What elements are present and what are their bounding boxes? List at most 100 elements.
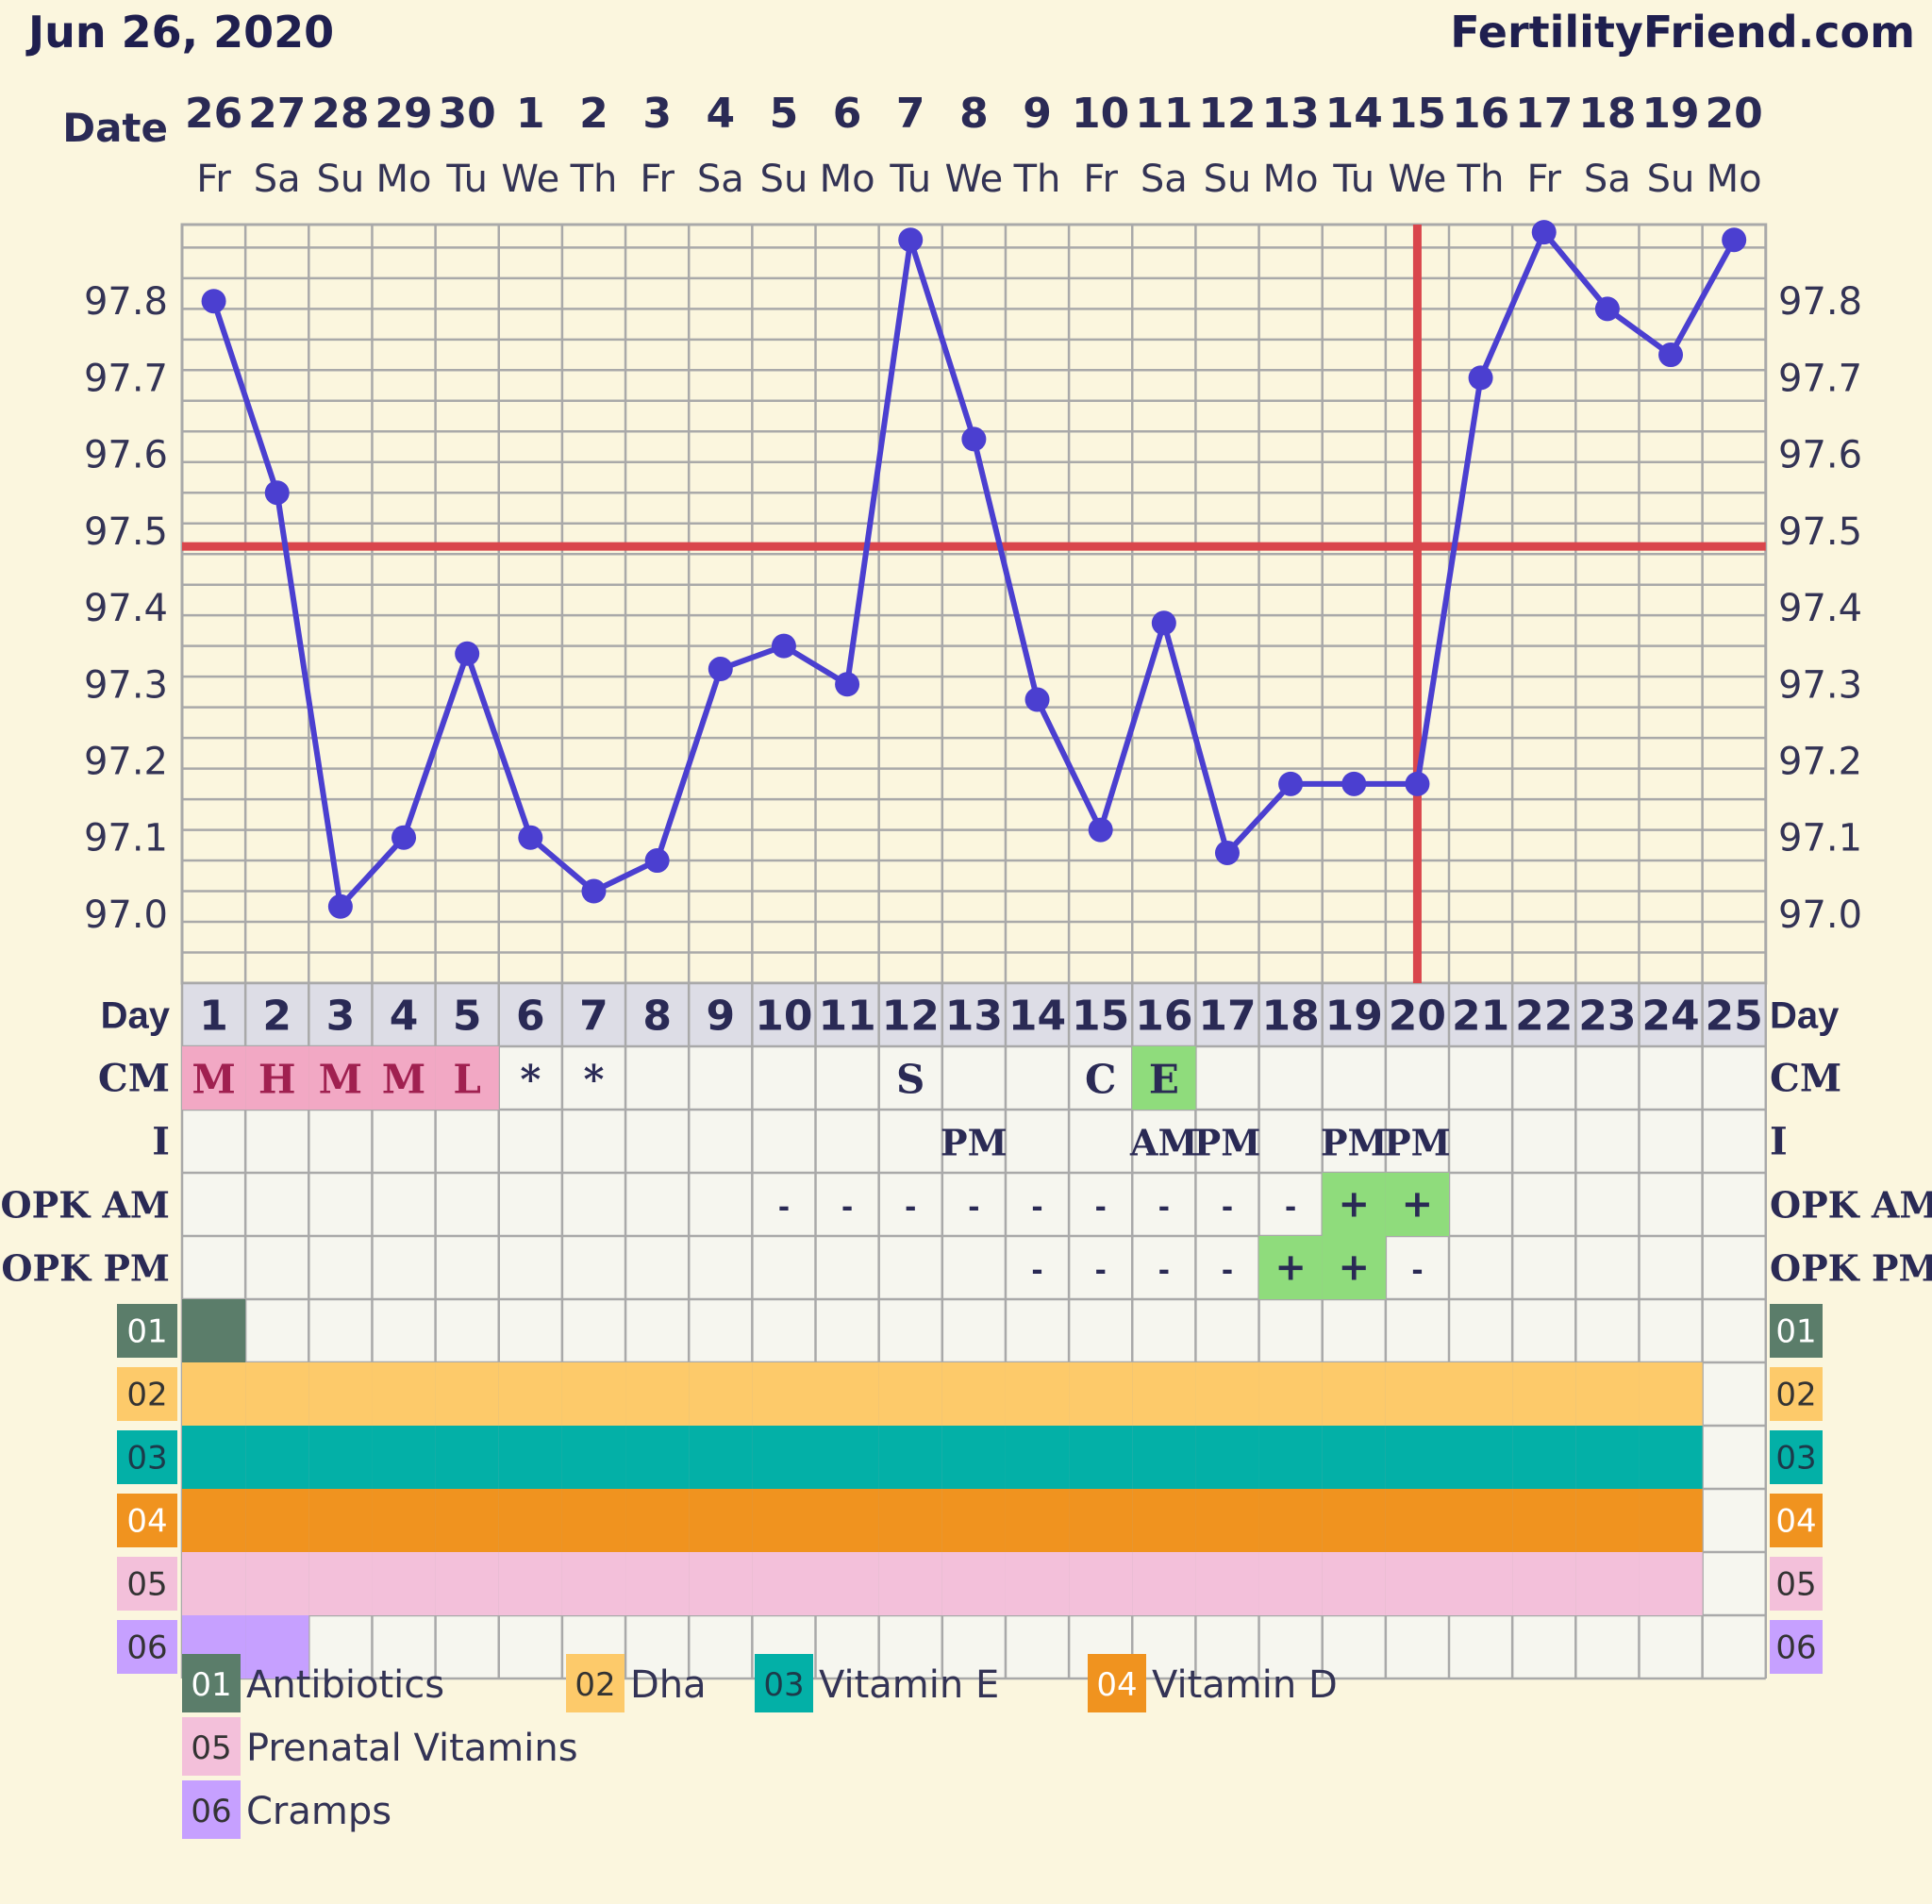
supplement-badge-right [1770, 1620, 1823, 1674]
opk-am-value: - [1031, 1192, 1042, 1225]
supplement-cell [372, 1489, 436, 1552]
intercourse-value: PM [941, 1122, 1008, 1164]
date-label: 5 [770, 90, 799, 138]
opk-pm-value: - [1158, 1255, 1170, 1288]
date-label: 9 [1023, 90, 1052, 138]
supplement-cell [1575, 1552, 1640, 1615]
y-tick-label-right: 97.5 [1778, 510, 1862, 554]
weekday-label: Mo [820, 158, 875, 201]
y-tick-label-left: 97.3 [84, 663, 168, 707]
supplement-cell [245, 1489, 309, 1552]
supplement-cell [1005, 1489, 1070, 1552]
supplement-cell [1005, 1552, 1070, 1615]
supplement-cell [815, 1426, 879, 1489]
weekday-label: Su [1647, 158, 1695, 201]
supplement-cell [1069, 1489, 1133, 1552]
weekday-label: Mo [376, 158, 432, 201]
supplement-code-left: 06 [126, 1629, 167, 1667]
temperature-point [518, 825, 543, 850]
temperature-point [771, 633, 796, 659]
supplement-cell [1069, 1426, 1133, 1489]
day-number: 25 [1706, 993, 1763, 1041]
supplement-cell [1385, 1426, 1449, 1489]
opk-pm-value: - [1411, 1255, 1423, 1288]
supplement-cell [182, 1489, 246, 1552]
supplement-cell [1385, 1362, 1449, 1426]
opk-am-value: - [1158, 1192, 1170, 1225]
date-label: 12 [1198, 90, 1256, 138]
temperature-point [327, 894, 353, 919]
day-number: 18 [1262, 993, 1320, 1041]
y-tick-label-left: 97.2 [84, 740, 168, 783]
day-number: 20 [1389, 993, 1446, 1041]
date-label: 19 [1641, 90, 1699, 138]
temperature-point [898, 227, 924, 253]
day-number: 16 [1135, 993, 1192, 1041]
supplement-cell [752, 1426, 816, 1489]
temperature-point [1214, 840, 1240, 865]
supplement-cell [182, 1426, 246, 1489]
row-label-right: I [1770, 1120, 1788, 1164]
date-label: 14 [1325, 90, 1383, 138]
supplement-code-right: 06 [1775, 1629, 1816, 1667]
date-row-label: Date [62, 105, 168, 151]
cm-value: * [520, 1057, 541, 1103]
supplement-code-left: 05 [126, 1566, 167, 1604]
legend-code: 01 [191, 1666, 231, 1704]
supplement-cell [815, 1552, 879, 1615]
supplement-cell [435, 1552, 499, 1615]
supplement-cell [1449, 1552, 1513, 1615]
cm-cell-fill [435, 1046, 499, 1110]
y-tick-label-right: 97.8 [1778, 280, 1862, 324]
supplement-cell [182, 1362, 246, 1426]
supplement-cell [1132, 1426, 1196, 1489]
date-label: 3 [642, 90, 672, 138]
y-tick-label-right: 97.4 [1778, 587, 1862, 630]
cm-value: * [583, 1057, 604, 1103]
supplement-cell [1132, 1489, 1196, 1552]
y-tick-label-right: 97.6 [1778, 434, 1862, 477]
y-tick-label-left: 97.0 [84, 894, 168, 937]
y-tick-label-right: 97.3 [1778, 663, 1862, 707]
day-number: 17 [1198, 993, 1256, 1041]
temperature-point [1722, 227, 1747, 253]
legend-code: 03 [763, 1666, 804, 1704]
weekday-label: Sa [254, 158, 301, 201]
date-label: 17 [1515, 90, 1573, 138]
legend-swatch [755, 1654, 813, 1712]
marks-group [117, 220, 1823, 1839]
day-number: 12 [882, 993, 940, 1041]
labels-group: 97.0 97.0 97.1 97.1 97.2 97.2 97.3 97.3 97.4 97.4… [1, 90, 1932, 1833]
temperature-point [201, 289, 226, 314]
y-tick-label-left: 97.4 [84, 587, 168, 630]
day-number: 19 [1325, 993, 1383, 1041]
y-tick-label-right: 97.7 [1778, 357, 1862, 400]
supplement-cell [498, 1489, 562, 1552]
weekday-label: Tu [1332, 158, 1374, 201]
supplement-cell [1069, 1552, 1133, 1615]
supplement-cell [1639, 1489, 1703, 1552]
supplement-badge-left [117, 1430, 177, 1484]
supplement-cell [1005, 1426, 1070, 1489]
date-label: 18 [1578, 90, 1636, 138]
y-tick-label-right: 97.2 [1778, 740, 1862, 783]
date-label: 28 [311, 90, 369, 138]
supplement-cell [435, 1426, 499, 1489]
supplement-cell [815, 1362, 879, 1426]
weekday-label: We [1389, 158, 1447, 201]
supplement-cell [1322, 1426, 1386, 1489]
day-number: 9 [706, 993, 735, 1041]
y-tick-label-right: 97.0 [1778, 894, 1862, 937]
day-number: 3 [326, 993, 356, 1041]
date-label: 29 [375, 90, 432, 138]
cm-cell-fill [182, 1046, 246, 1110]
temperature-point [455, 641, 480, 666]
supplement-cell [941, 1362, 1006, 1426]
legend-label: Cramps [246, 1790, 391, 1833]
opk-am-value: - [1222, 1192, 1233, 1225]
weekday-label: Sa [697, 158, 744, 201]
supplement-cell [182, 1552, 246, 1615]
supplement-cell [561, 1489, 626, 1552]
day-number: 4 [390, 993, 419, 1041]
